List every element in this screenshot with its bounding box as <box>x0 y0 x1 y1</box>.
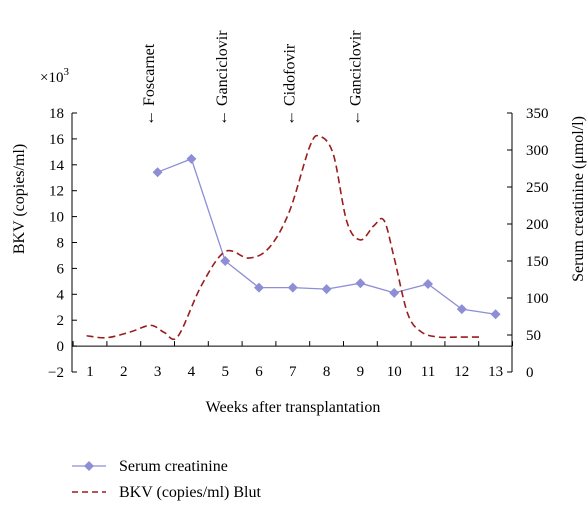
x-tick-label: 8 <box>323 364 331 380</box>
data-point-serum-creatinine <box>152 167 163 178</box>
left-tick-label: 14 <box>49 158 65 174</box>
data-point-serum-creatinine <box>186 153 197 164</box>
data-point-serum-creatinine <box>254 282 264 293</box>
x-tick-label: 4 <box>188 364 196 380</box>
x-tick-label: 10 <box>387 364 402 380</box>
left-tick-label: 10 <box>49 210 64 226</box>
annotation-ganciclovir: ← Ganciclovir <box>347 30 364 126</box>
left-tick-label: 0 <box>57 339 65 355</box>
left-axis-title: BKV (copies/ml) <box>11 144 28 254</box>
data-point-serum-creatinine <box>220 256 231 266</box>
data-point-serum-creatinine <box>389 287 400 298</box>
left-tick-label: 12 <box>49 184 64 200</box>
left-tick-label: −2 <box>48 365 64 381</box>
right-tick-label: 100 <box>526 291 549 307</box>
left-tick-label: 16 <box>49 132 65 148</box>
right-tick-label: 250 <box>526 180 549 196</box>
left-tick-label: 4 <box>57 287 65 303</box>
legend: Serum creatinine BKV (copies/ml) Blut <box>72 458 261 501</box>
x-tick-label: 5 <box>221 364 229 380</box>
annotation-foscarnet: ← Foscarnet <box>141 43 158 126</box>
legend-item-bkv: BKV (copies/ml) Blut <box>72 484 261 501</box>
right-tick-label: 50 <box>526 328 541 344</box>
annotation-cidofovir: ← Cidofovir <box>281 43 298 126</box>
right-tick-label: 150 <box>526 254 549 270</box>
left-axis-multiplier: ×103 <box>40 66 69 86</box>
x-tick-label: 12 <box>454 364 469 380</box>
annotations: ← Foscarnet ← Ganciclovir ← Cidofovir ← Gan… <box>141 30 364 126</box>
right-tick-label: 350 <box>526 106 549 122</box>
x-tick-label: 3 <box>154 364 162 380</box>
left-tick-label: 8 <box>57 236 65 252</box>
x-tick-label: 2 <box>120 364 128 380</box>
data-point-serum-creatinine <box>456 304 467 315</box>
x-tick-label: 7 <box>289 364 297 380</box>
x-axis-title: Weeks after transplantation <box>206 399 381 416</box>
data-point-serum-creatinine <box>287 282 298 293</box>
right-axis-title: Serum creatinine (μmol/l) <box>570 116 587 282</box>
data-point-serum-creatinine <box>321 284 332 295</box>
axes <box>71 113 513 372</box>
x-axis-ticks: 1 2 3 4 5 6 7 8 9 10 11 12 13 <box>72 341 513 380</box>
legend-item-serum-creatinine: Serum creatinine <box>72 458 228 475</box>
x-tick-label: 6 <box>255 364 263 380</box>
x-tick-label: 1 <box>86 364 94 380</box>
x-tick-label: 11 <box>421 364 435 380</box>
left-axis-ticks: −2 0 2 4 6 8 10 12 14 16 18 <box>48 106 77 381</box>
annotation-ganciclovir: ← Ganciclovir <box>214 30 231 126</box>
right-tick-label: 0 <box>526 365 534 381</box>
series-line-bkv <box>86 134 483 341</box>
x-tick-label: 9 <box>357 364 365 380</box>
legend-marker-diamond <box>84 461 94 471</box>
right-tick-label: 300 <box>526 143 549 159</box>
right-tick-label: 200 <box>526 217 549 233</box>
left-tick-label: 2 <box>57 313 65 329</box>
data-point-serum-creatinine <box>423 278 433 289</box>
legend-label-serum-creatinine: Serum creatinine <box>119 458 228 475</box>
data-point-serum-creatinine <box>490 309 501 320</box>
x-tick-label: 13 <box>488 364 503 380</box>
series-layer <box>86 134 501 341</box>
left-tick-label: 18 <box>49 106 64 122</box>
left-tick-label: 6 <box>57 261 65 277</box>
right-axis-ticks: 0 50 100 150 200 250 300 350 <box>507 106 549 381</box>
legend-label-bkv: BKV (copies/ml) Blut <box>119 484 261 501</box>
data-point-serum-creatinine <box>355 278 366 289</box>
